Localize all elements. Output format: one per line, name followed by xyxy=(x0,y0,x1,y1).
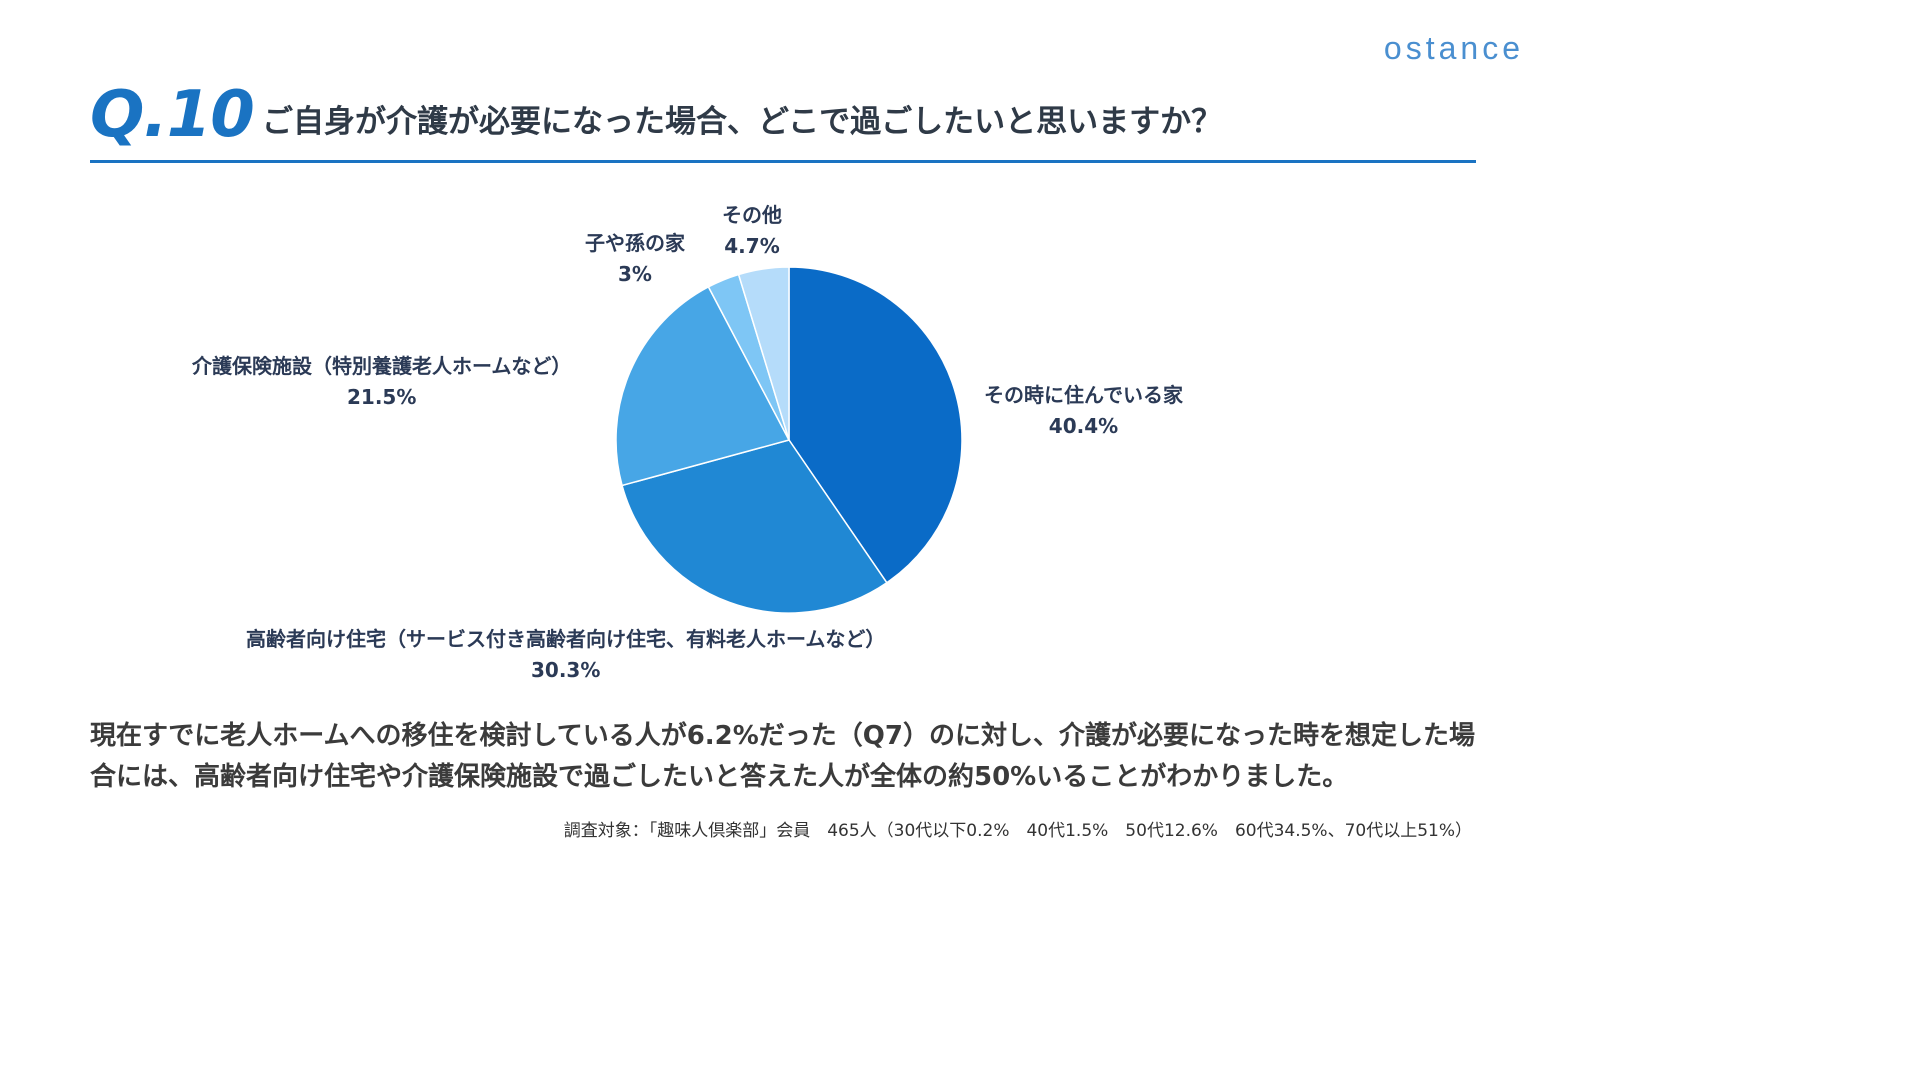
slice-value-text: 3% xyxy=(618,262,652,286)
slice-label-other: その他 4.7% xyxy=(722,200,782,262)
slice-label-text: その時に住んでいる家 xyxy=(984,383,1183,407)
slice-label-text: その他 xyxy=(722,203,782,227)
slice-label-care-facility: 介護保険施設（特別養護老人ホームなど） 21.5% xyxy=(192,351,571,413)
slice-label-text: 介護保険施設（特別養護老人ホームなど） xyxy=(192,354,572,378)
ostance-logo: ostance xyxy=(1383,30,1524,66)
slice-value-text: 4.7% xyxy=(724,234,780,258)
pie-slice-4 xyxy=(737,266,790,441)
slice-value-text: 21.5% xyxy=(347,385,417,409)
question-number: Q.10 xyxy=(90,78,255,152)
slice-value-text: 40.4% xyxy=(1048,414,1119,438)
slice-value-text: 30.3% xyxy=(531,658,601,682)
summary-text: 現在すでに老人ホームへの移住を検討している人が6.2%だった（Q7）のに対し、介… xyxy=(90,721,1476,792)
question-title: ご自身が介護が必要になった場合、どこで過ごしたいと思いますか？ xyxy=(262,104,1223,140)
slice-label-text: 子や孫の家 xyxy=(585,231,685,255)
slice-label-text: 高齢者向け住宅（サービス付き高齢者向け住宅、有料老人ホームなど） xyxy=(246,627,886,651)
pie-slice-1 xyxy=(621,439,888,614)
pie-slice-0 xyxy=(788,266,963,584)
slice-label-family-home: 子や孫の家 3% xyxy=(585,228,685,290)
slice-label-current-home: その時に住んでいる家 40.4% xyxy=(984,380,1183,442)
slice-label-senior-housing: 高齢者向け住宅（サービス付き高齢者向け住宅、有料老人ホームなど） 30.3% xyxy=(246,624,885,686)
survey-footnote: 調査対象：「趣味人倶楽部」会員 465人（30代以下0.2% 40代1.5% 5… xyxy=(563,821,1472,841)
pie-slice-2 xyxy=(615,285,791,487)
title-underline xyxy=(90,160,1476,163)
pie-chart xyxy=(615,266,963,614)
